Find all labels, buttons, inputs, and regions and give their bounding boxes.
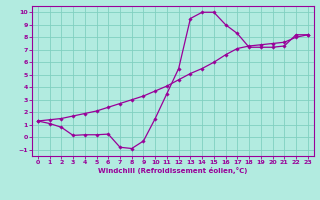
X-axis label: Windchill (Refroidissement éolien,°C): Windchill (Refroidissement éolien,°C) (98, 167, 247, 174)
